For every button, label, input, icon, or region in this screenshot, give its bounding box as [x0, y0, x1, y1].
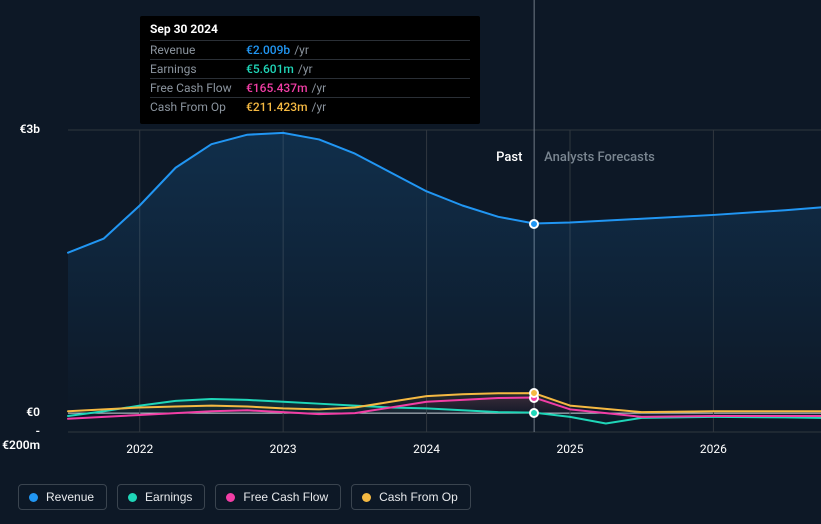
section-label-forecast: Analysts Forecasts	[544, 150, 655, 165]
tooltip-value: €5.601m	[246, 62, 294, 76]
x-axis-label: 2024	[413, 442, 440, 456]
x-axis-label: 2022	[126, 442, 153, 456]
legend-item-fcf[interactable]: Free Cash Flow	[215, 484, 341, 510]
tooltip-suffix: /yr	[312, 100, 327, 114]
y-axis-label: €0	[0, 405, 40, 419]
tooltip-suffix: /yr	[298, 62, 313, 76]
x-axis-label: 2026	[700, 442, 727, 456]
tooltip-row: Cash From Op €211.423m /yr	[150, 97, 470, 116]
chart-marker-revenue	[529, 219, 539, 229]
tooltip-label: Earnings	[150, 62, 246, 76]
tooltip-label: Free Cash Flow	[150, 81, 246, 95]
legend-dot	[226, 493, 235, 502]
legend-label: Cash From Op	[379, 490, 458, 504]
section-label-past: Past	[496, 150, 522, 165]
chart-marker-earnings	[529, 408, 539, 418]
tooltip-row: Revenue €2.009b /yr	[150, 40, 470, 59]
x-axis-label: 2023	[270, 442, 297, 456]
legend-label: Revenue	[46, 490, 94, 504]
legend-dot	[29, 493, 38, 502]
chart-legend: Revenue Earnings Free Cash Flow Cash Fro…	[18, 484, 471, 510]
y-axis-label: -€200m	[0, 424, 40, 452]
legend-dot	[128, 493, 137, 502]
tooltip-suffix: /yr	[294, 43, 309, 57]
legend-item-revenue[interactable]: Revenue	[18, 484, 107, 510]
chart-tooltip: Sep 30 2024 Revenue €2.009b /yr Earnings…	[140, 16, 480, 124]
tooltip-value: €165.437m	[246, 81, 308, 95]
legend-label: Free Cash Flow	[243, 490, 328, 504]
legend-dot	[362, 493, 371, 502]
tooltip-value: €2.009b	[246, 43, 290, 57]
tooltip-date: Sep 30 2024	[150, 22, 470, 40]
y-axis-label: €3b	[0, 122, 40, 136]
tooltip-suffix: /yr	[312, 81, 327, 95]
x-axis-label: 2025	[557, 442, 584, 456]
tooltip-value: €211.423m	[246, 100, 308, 114]
legend-item-earnings[interactable]: Earnings	[117, 484, 205, 510]
tooltip-row: Earnings €5.601m /yr	[150, 59, 470, 78]
legend-label: Earnings	[145, 490, 192, 504]
chart-marker-cfo	[529, 388, 539, 398]
legend-item-cfo[interactable]: Cash From Op	[351, 484, 471, 510]
tooltip-label: Cash From Op	[150, 100, 246, 114]
tooltip-row: Free Cash Flow €165.437m /yr	[150, 78, 470, 97]
tooltip-label: Revenue	[150, 43, 246, 57]
